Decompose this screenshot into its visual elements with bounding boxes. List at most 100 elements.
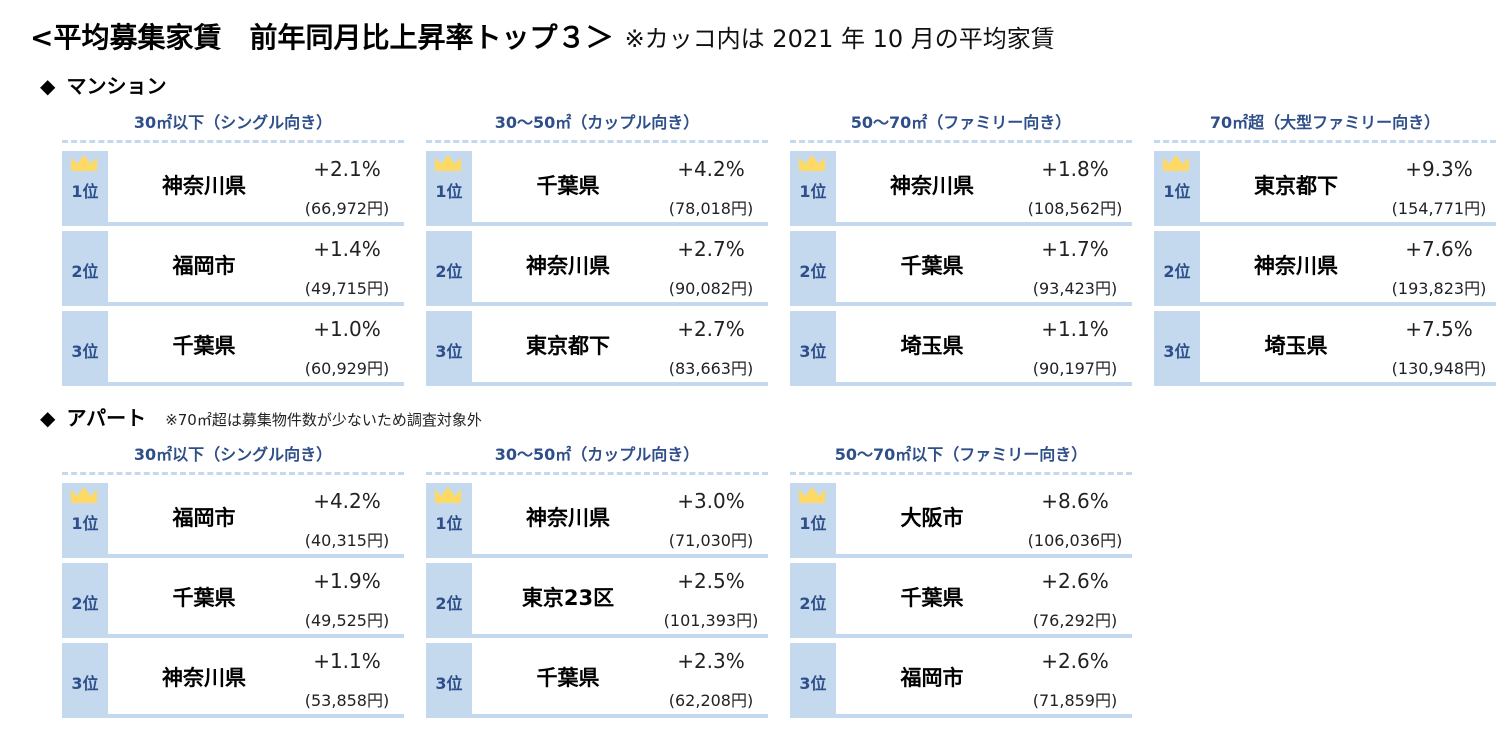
place-name: 神奈川県 bbox=[526, 254, 610, 278]
place-name: 東京23区 bbox=[521, 586, 615, 610]
diamond-bullet-icon: ◆ bbox=[40, 406, 56, 430]
rank-label: 2位 bbox=[1163, 262, 1191, 281]
rank-label: 2位 bbox=[71, 594, 99, 613]
dashed-divider bbox=[1154, 140, 1496, 143]
section-label: アパート bbox=[66, 406, 147, 430]
rank-label: 1位 bbox=[1163, 182, 1191, 201]
ranking-group: 50～70㎡（ファミリー向き） 1位 神奈川県 +1.8% (108,562円) 2位 千葉… bbox=[790, 110, 1132, 391]
dashed-divider bbox=[426, 140, 768, 143]
average-rent: (90,082円) bbox=[668, 279, 754, 298]
rank-cell: 2位 bbox=[426, 563, 472, 638]
place-name: 福岡市 bbox=[172, 254, 236, 278]
rank-cell: 3位 bbox=[426, 643, 472, 718]
section-header-apartment: ◆ アパート ※70㎡超は募集物件数が少ないため調査対象外 bbox=[40, 402, 482, 431]
rank-label: 1位 bbox=[799, 514, 827, 533]
group-title: 30～50㎡（カップル向き） bbox=[494, 445, 700, 464]
rank-cell: 3位 bbox=[1154, 311, 1200, 386]
average-rent: (78,018円) bbox=[668, 199, 754, 218]
ranking-row: 3位 神奈川県 +1.1% (53,858円) bbox=[62, 643, 404, 718]
rank-label: 3位 bbox=[799, 342, 827, 361]
group-title: 70㎡超（大型ファミリー向き） bbox=[1209, 113, 1441, 132]
average-rent: (108,562円) bbox=[1027, 199, 1123, 218]
ranking-row: 1位 福岡市 +4.2% (40,315円) bbox=[62, 483, 404, 558]
increase-rate: +1.7% bbox=[1041, 237, 1109, 261]
ranking-row: 2位 福岡市 +1.4% (49,715円) bbox=[62, 231, 404, 306]
ranking-row: 2位 千葉県 +1.9% (49,525円) bbox=[62, 563, 404, 638]
increase-rate: +2.6% bbox=[1041, 569, 1109, 593]
rank-cell: 1位 bbox=[790, 483, 836, 558]
rank-cell: 1位 bbox=[62, 483, 108, 558]
rank-cell: 3位 bbox=[62, 311, 108, 386]
rank-label: 3位 bbox=[71, 342, 99, 361]
crown-icon bbox=[71, 155, 97, 171]
place-name: 大阪市 bbox=[900, 506, 964, 530]
crown-icon bbox=[799, 487, 825, 503]
ranking-row: 2位 千葉県 +2.6% (76,292円) bbox=[790, 563, 1132, 638]
place-name: 神奈川県 bbox=[1254, 254, 1338, 278]
rank-cell: 2位 bbox=[62, 563, 108, 638]
group-title: 30～50㎡（カップル向き） bbox=[494, 113, 700, 132]
average-rent: (83,663円) bbox=[668, 359, 754, 378]
crown-icon bbox=[435, 155, 461, 171]
ranking-row: 2位 神奈川県 +7.6% (193,823円) bbox=[1154, 231, 1496, 306]
ranking-row: 1位 大阪市 +8.6% (106,036円) bbox=[790, 483, 1132, 558]
ranking-row: 3位 東京都下 +2.7% (83,663円) bbox=[426, 311, 768, 386]
place-name: 千葉県 bbox=[900, 586, 964, 610]
rank-cell: 3位 bbox=[790, 643, 836, 718]
group-title: 50～70㎡以下（ファミリー向き） bbox=[834, 445, 1088, 464]
rank-cell: 2位 bbox=[790, 231, 836, 306]
place-name: 神奈川県 bbox=[526, 506, 610, 530]
increase-rate: +7.5% bbox=[1405, 317, 1473, 341]
average-rent: (76,292円) bbox=[1032, 611, 1118, 630]
average-rent: (71,859円) bbox=[1032, 691, 1118, 710]
average-rent: (40,315円) bbox=[304, 531, 390, 550]
rank-cell: 3位 bbox=[62, 643, 108, 718]
ranking-row: 1位 千葉県 +4.2% (78,018円) bbox=[426, 151, 768, 226]
increase-rate: +7.6% bbox=[1405, 237, 1473, 261]
increase-rate: +1.4% bbox=[313, 237, 381, 261]
average-rent: (60,929円) bbox=[304, 359, 390, 378]
rank-cell: 1位 bbox=[62, 151, 108, 226]
rank-cell: 2位 bbox=[426, 231, 472, 306]
average-rent: (66,972円) bbox=[304, 199, 390, 218]
group-title: 30㎡以下（シングル向き） bbox=[133, 445, 333, 464]
crown-icon bbox=[1163, 155, 1189, 171]
title-note: ※カッコ内は 2021 年 10 月の平均家賃 bbox=[624, 25, 1055, 53]
ranking-row: 3位 埼玉県 +1.1% (90,197円) bbox=[790, 311, 1132, 386]
section-header-mansion: ◆ マンション bbox=[40, 70, 166, 99]
ranking-row: 3位 千葉県 +2.3% (62,208円) bbox=[426, 643, 768, 718]
crown-icon bbox=[799, 155, 825, 171]
rank-label: 1位 bbox=[71, 514, 99, 533]
increase-rate: +1.1% bbox=[1041, 317, 1109, 341]
place-name: 東京都下 bbox=[1254, 174, 1338, 198]
increase-rate: +2.7% bbox=[677, 237, 745, 261]
rank-cell: 3位 bbox=[426, 311, 472, 386]
section-label: マンション bbox=[66, 74, 167, 98]
ranking-group: 30㎡以下（シングル向き） 1位 神奈川県 +2.1% (66,972円) 2位 福岡市 +1… bbox=[62, 110, 404, 391]
rank-label: 3位 bbox=[1163, 342, 1191, 361]
increase-rate: +2.6% bbox=[1041, 649, 1109, 673]
place-name: 千葉県 bbox=[536, 666, 600, 690]
average-rent: (101,393円) bbox=[663, 611, 759, 630]
rank-label: 2位 bbox=[799, 262, 827, 281]
rank-label: 1位 bbox=[71, 182, 99, 201]
place-name: 千葉県 bbox=[536, 174, 600, 198]
diamond-bullet-icon: ◆ bbox=[40, 74, 56, 98]
place-name: 東京都下 bbox=[526, 334, 610, 358]
dashed-divider bbox=[790, 140, 1132, 143]
increase-rate: +1.1% bbox=[313, 649, 381, 673]
rank-cell: 2位 bbox=[1154, 231, 1200, 306]
ranking-row: 2位 東京23区 +2.5% (101,393円) bbox=[426, 563, 768, 638]
group-title: 30㎡以下（シングル向き） bbox=[133, 113, 333, 132]
place-name: 埼玉県 bbox=[1264, 334, 1328, 358]
ranking-row: 2位 神奈川県 +2.7% (90,082円) bbox=[426, 231, 768, 306]
average-rent: (71,030円) bbox=[668, 531, 754, 550]
ranking-group: 30㎡以下（シングル向き） 1位 福岡市 +4.2% (40,315円) 2位 千葉県 +1.… bbox=[62, 442, 404, 723]
rank-label: 1位 bbox=[799, 182, 827, 201]
average-rent: (93,423円) bbox=[1032, 279, 1118, 298]
average-rent: (53,858円) bbox=[304, 691, 390, 710]
ranking-row: 1位 東京都下 +9.3% (154,771円) bbox=[1154, 151, 1496, 226]
section-note: ※70㎡超は募集物件数が少ないため調査対象外 bbox=[165, 411, 482, 429]
increase-rate: +9.3% bbox=[1405, 157, 1473, 181]
place-name: 埼玉県 bbox=[900, 334, 964, 358]
